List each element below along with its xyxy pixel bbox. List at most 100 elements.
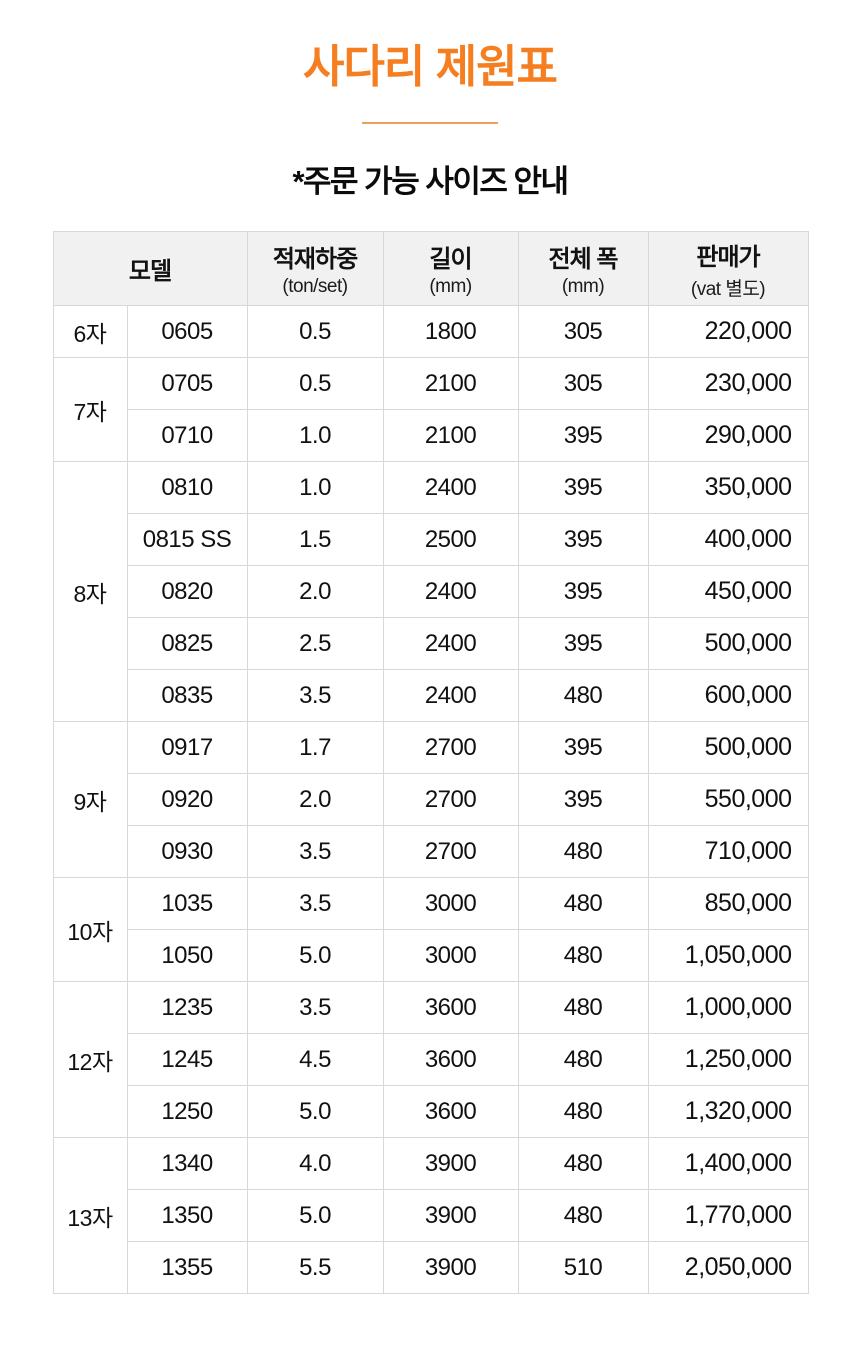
- width-cell: 395: [517, 513, 649, 566]
- price-cell: 1,050,000: [647, 929, 809, 982]
- header-length-unit: (mm): [429, 276, 472, 297]
- page-title: 사다리 제원표: [303, 41, 558, 92]
- width-cell: 395: [517, 461, 649, 514]
- load-cell: 2.0: [246, 565, 384, 618]
- table-row: 6자 0605 0.5 1800 305 220,000: [52, 305, 809, 358]
- price-cell: 220,000: [647, 305, 809, 358]
- header-model-label: 모델: [128, 258, 172, 285]
- price-cell: 550,000: [647, 773, 809, 826]
- row-group-label: 7자: [52, 357, 128, 462]
- price-cell: 1,000,000: [647, 981, 809, 1034]
- header-price: 판매가 (vat 별도): [647, 231, 809, 306]
- width-cell: 395: [517, 565, 649, 618]
- length-cell: 2400: [382, 565, 519, 618]
- width-cell: 480: [517, 1137, 649, 1190]
- header-width: 전체 폭 (mm): [517, 231, 649, 306]
- header-model: 모델: [52, 231, 248, 306]
- header-row: 모델 적재하중 (ton/set) 길이 (mm) 전체 폭 (mm): [52, 231, 809, 306]
- model-cell: 1050: [126, 929, 248, 982]
- table-row: 0930 3.5 2700 480 710,000: [53, 825, 809, 878]
- load-cell: 4.5: [246, 1033, 384, 1086]
- model-cell: 0835: [126, 669, 248, 722]
- row-group-label: 12자: [52, 981, 128, 1138]
- table-row: 0825 2.5 2400 395 500,000: [53, 617, 809, 670]
- load-cell: 5.0: [246, 929, 384, 982]
- width-cell: 395: [517, 721, 649, 774]
- width-cell: 395: [517, 773, 649, 826]
- row-group-label: 13자: [52, 1137, 128, 1294]
- header-length-label: 길이: [429, 246, 472, 273]
- load-cell: 2.0: [246, 773, 384, 826]
- header-load-unit: (ton/set): [282, 276, 348, 297]
- table-row: 10자 1035 3.5 3000 480 850,000: [52, 877, 809, 982]
- table-row: 0835 3.5 2400 480 600,000: [53, 669, 809, 722]
- table-row: 13자 1340 4.0 3900 480 1,400,000: [52, 1137, 809, 1294]
- model-cell: 1350: [126, 1189, 248, 1242]
- table-row: 12자 1235 3.5 3600 480 1,000,000: [52, 981, 809, 1138]
- page: 사다리 제원표 *주문 가능 사이즈 안내 모델 적재하중 (: [0, 30, 860, 1357]
- load-cell: 3.5: [246, 981, 384, 1034]
- header-width-label: 전체 폭: [548, 246, 619, 273]
- length-cell: 3600: [382, 981, 519, 1034]
- width-cell: 480: [517, 669, 649, 722]
- model-cell: 0920: [126, 773, 248, 826]
- length-cell: 3000: [382, 877, 519, 930]
- length-cell: 2400: [382, 461, 519, 514]
- table-row: 0820 2.0 2400 395 450,000: [53, 565, 809, 618]
- load-cell: 1.5: [246, 513, 384, 566]
- model-cell: 1250: [126, 1085, 248, 1138]
- table-row: 0920 2.0 2700 395 550,000: [53, 773, 809, 826]
- width-cell: 480: [517, 929, 649, 982]
- length-cell: 1800: [382, 305, 519, 358]
- table-row: 1355 5.5 3900 510 2,050,000: [53, 1241, 809, 1294]
- model-cell: 0825: [126, 617, 248, 670]
- width-cell: 395: [517, 409, 649, 462]
- price-cell: 290,000: [647, 409, 809, 462]
- spec-table-header: 모델 적재하중 (ton/set) 길이 (mm) 전체 폭 (mm): [52, 231, 809, 306]
- price-cell: 400,000: [647, 513, 809, 566]
- header-length: 길이 (mm): [382, 231, 519, 306]
- load-cell: 1.0: [246, 409, 384, 462]
- price-cell: 850,000: [647, 877, 809, 930]
- price-cell: 450,000: [647, 565, 809, 618]
- price-cell: 1,770,000: [647, 1189, 809, 1242]
- length-cell: 2700: [382, 825, 519, 878]
- price-cell: 230,000: [647, 357, 809, 410]
- model-cell: 1245: [126, 1033, 248, 1086]
- row-group-label: 9자: [52, 721, 128, 878]
- model-cell: 0917: [126, 721, 248, 774]
- length-cell: 2700: [382, 721, 519, 774]
- length-cell: 2100: [382, 357, 519, 410]
- table-row: 7자 0705 0.5 2100 305 230,000: [52, 357, 809, 462]
- table-row: 1245 4.5 3600 480 1,250,000: [53, 1033, 809, 1086]
- spec-table: 모델 적재하중 (ton/set) 길이 (mm) 전체 폭 (mm): [52, 231, 809, 1294]
- width-cell: 305: [517, 357, 649, 410]
- model-cell: 0810: [126, 461, 248, 514]
- width-cell: 510: [517, 1241, 649, 1294]
- load-cell: 3.5: [246, 825, 384, 878]
- load-cell: 4.0: [246, 1137, 384, 1190]
- width-cell: 480: [517, 1033, 649, 1086]
- load-cell: 3.5: [246, 669, 384, 722]
- length-cell: 3900: [382, 1189, 519, 1242]
- page-subtitle: *주문 가능 사이즈 안내: [292, 164, 569, 199]
- price-cell: 1,400,000: [647, 1137, 809, 1190]
- spec-table-body: 6자 0605 0.5 1800 305 220,000 7자 0705 0.5 2100 305 2…: [52, 305, 809, 1294]
- length-cell: 2400: [382, 669, 519, 722]
- width-cell: 480: [517, 1189, 649, 1242]
- row-group-label: 10자: [52, 877, 128, 982]
- price-cell: 1,320,000: [647, 1085, 809, 1138]
- header-price-unit: (vat 별도): [690, 278, 766, 300]
- load-cell: 5.5: [246, 1241, 384, 1294]
- load-cell: 5.0: [246, 1085, 384, 1138]
- length-cell: 3900: [382, 1241, 519, 1294]
- header-load-label: 적재하중: [272, 246, 358, 273]
- table-row: 9자 0917 1.7 2700 395 500,000: [52, 721, 809, 878]
- load-cell: 3.5: [246, 877, 384, 930]
- length-cell: 2100: [382, 409, 519, 462]
- price-cell: 710,000: [647, 825, 809, 878]
- price-cell: 1,250,000: [647, 1033, 809, 1086]
- length-cell: 2400: [382, 617, 519, 670]
- length-cell: 2700: [382, 773, 519, 826]
- model-cell: 1340: [126, 1137, 248, 1190]
